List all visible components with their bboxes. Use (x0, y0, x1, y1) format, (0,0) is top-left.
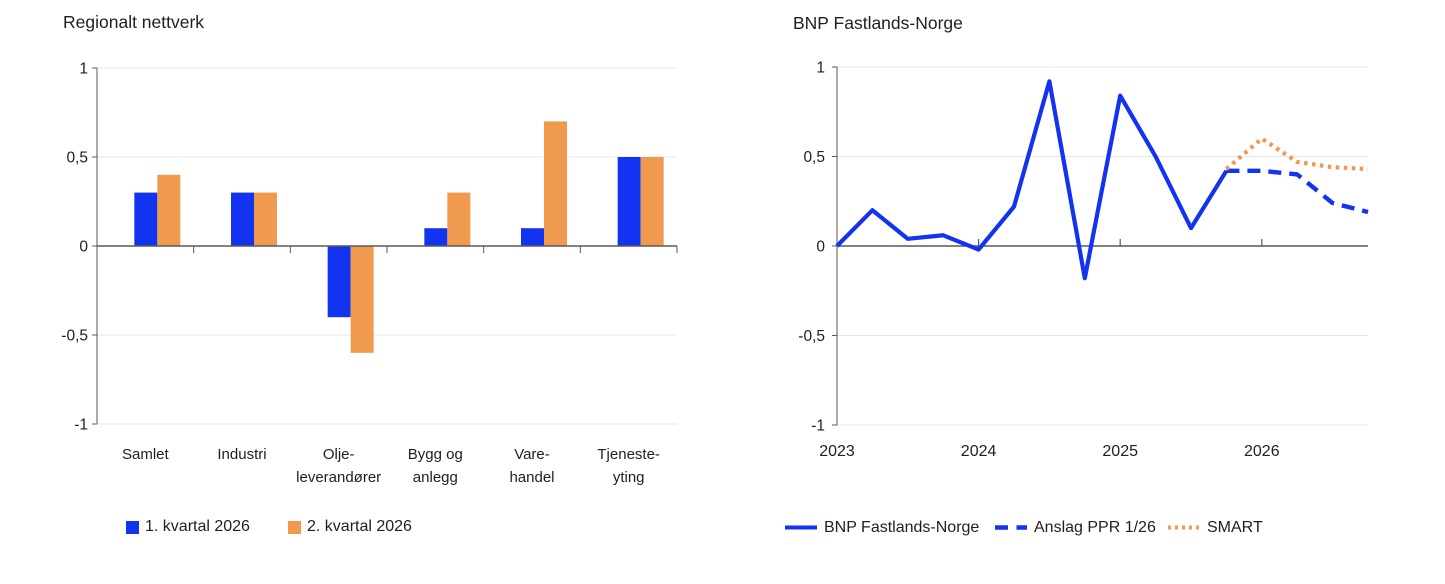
anslag-label: Anslag PPR 1/26 (1034, 519, 1156, 536)
gdp-line-plot: 1 0,5 0 -0,5 -1 2023 2024 2025 2026 (798, 60, 1369, 460)
svg-text:1: 1 (816, 60, 825, 77)
svg-text:Vare-: Vare- (514, 446, 550, 463)
kvartal1-label: 1. kvartal 2026 (145, 518, 250, 535)
svg-text:Olje-: Olje- (323, 446, 355, 463)
svg-text:handel: handel (509, 469, 554, 486)
svg-text:-1: -1 (74, 417, 88, 434)
legend-item-kvartal1: 1. kvartal 2026 (126, 518, 250, 536)
svg-text:yting: yting (613, 469, 645, 486)
regional-network-bar-plot: 1 0,5 0 -0,5 -1 Samlet Industri Olje-leverandør… (61, 61, 678, 486)
svg-text:Samlet: Samlet (122, 446, 170, 463)
svg-text:-0,5: -0,5 (798, 328, 825, 345)
svg-text:0,5: 0,5 (803, 149, 825, 166)
svg-text:2025: 2025 (1102, 443, 1138, 460)
svg-text:2023: 2023 (819, 443, 855, 460)
svg-text:Bygg og: Bygg og (408, 446, 463, 463)
kvartal2-label: 2. kvartal 2026 (307, 518, 412, 535)
svg-text:0,5: 0,5 (66, 150, 88, 167)
svg-text:2026: 2026 (1244, 443, 1280, 460)
legend-item-anslag: Anslag PPR 1/26 (994, 519, 1156, 537)
bnp-line-sample (784, 519, 818, 537)
svg-text:-0,5: -0,5 (61, 328, 88, 345)
anslag-line-sample (994, 519, 1028, 537)
svg-text:Industri: Industri (217, 446, 266, 463)
svg-text:1: 1 (79, 61, 88, 78)
legend-item-smart: SMART (1167, 519, 1263, 537)
legend-item-bnp: BNP Fastlands-Norge (784, 519, 979, 537)
left-chart-title: Regionalt nettverk (63, 12, 205, 32)
legend-item-kvartal2: 2. kvartal 2026 (288, 518, 412, 536)
svg-text:0: 0 (816, 239, 825, 256)
svg-text:Tjeneste-: Tjeneste- (597, 446, 660, 463)
bnp-label: BNP Fastlands-Norge (824, 519, 980, 536)
smart-line-sample (1167, 519, 1201, 537)
kvartal2-swatch (288, 520, 301, 534)
svg-text:-1: -1 (811, 418, 825, 435)
svg-text:leverandører: leverandører (296, 469, 381, 486)
svg-text:0: 0 (79, 239, 88, 256)
kvartal1-swatch (126, 520, 139, 534)
smart-label: SMART (1207, 519, 1263, 536)
right-chart-title: BNP Fastlands-Norge (793, 13, 963, 33)
svg-text:2024: 2024 (961, 443, 997, 460)
svg-text:anlegg: anlegg (413, 469, 458, 486)
